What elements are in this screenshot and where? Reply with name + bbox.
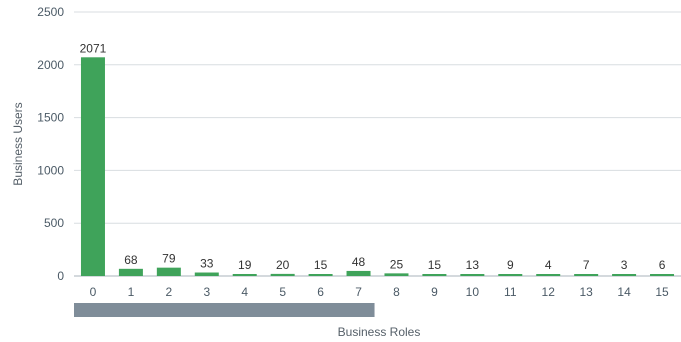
x-axis-scrollbar-thumb[interactable] bbox=[74, 303, 375, 317]
data-label-8: 25 bbox=[390, 257, 404, 271]
bar-2[interactable] bbox=[156, 267, 181, 276]
y-tick-label: 2000 bbox=[37, 58, 64, 72]
bar-14[interactable] bbox=[612, 274, 637, 276]
x-tick-label-8: 8 bbox=[393, 285, 400, 299]
x-tick-label-4: 4 bbox=[241, 285, 248, 299]
bar-15[interactable] bbox=[650, 274, 675, 276]
y-tick-label: 0 bbox=[57, 269, 64, 283]
x-axis-title: Business Roles bbox=[338, 325, 421, 339]
data-label-3: 33 bbox=[200, 257, 214, 271]
x-tick-label-0: 0 bbox=[90, 285, 97, 299]
bar-4[interactable] bbox=[232, 273, 257, 276]
data-label-11: 9 bbox=[507, 258, 514, 272]
x-tick-label-5: 5 bbox=[279, 285, 286, 299]
x-tick-label-10: 10 bbox=[466, 285, 480, 299]
x-tick-label-14: 14 bbox=[617, 285, 631, 299]
data-label-15: 6 bbox=[659, 258, 666, 272]
data-label-14: 3 bbox=[621, 258, 628, 272]
bar-8[interactable] bbox=[384, 273, 409, 276]
y-tick-label: 1500 bbox=[37, 111, 64, 125]
y-tick-label: 500 bbox=[44, 216, 64, 230]
bar-12[interactable] bbox=[536, 274, 561, 276]
x-axis-ticks: 0 1 2 3 4 5 6 7 8 9 10 11 12 13 14 15 bbox=[90, 285, 669, 299]
data-label-6: 15 bbox=[314, 258, 328, 272]
x-tick-label-12: 12 bbox=[542, 285, 556, 299]
bar-0[interactable] bbox=[80, 57, 105, 276]
x-tick-label-9: 9 bbox=[431, 285, 438, 299]
y-axis-ticks: 0 500 1000 1500 2000 2500 bbox=[37, 5, 64, 283]
data-label-1: 68 bbox=[124, 253, 138, 267]
bars bbox=[80, 57, 675, 276]
data-label-9: 15 bbox=[428, 258, 442, 272]
data-label-2: 79 bbox=[162, 252, 176, 266]
bar-10[interactable] bbox=[460, 274, 485, 276]
data-label-0: 2071 bbox=[80, 41, 107, 55]
bar-1[interactable] bbox=[118, 268, 143, 276]
bar-5[interactable] bbox=[270, 273, 295, 276]
data-label-5: 20 bbox=[276, 258, 290, 272]
data-label-4: 19 bbox=[238, 258, 252, 272]
gridlines bbox=[74, 11, 681, 224]
x-tick-label-6: 6 bbox=[317, 285, 324, 299]
bar-7[interactable] bbox=[346, 270, 371, 276]
data-labels: 2071 68 79 33 19 20 15 48 25 15 13 9 4 7 3 6 bbox=[80, 41, 666, 272]
data-label-12: 4 bbox=[545, 258, 552, 272]
x-tick-label-13: 13 bbox=[579, 285, 593, 299]
x-tick-label-15: 15 bbox=[655, 285, 669, 299]
bar-11[interactable] bbox=[498, 274, 523, 276]
x-tick-label-1: 1 bbox=[128, 285, 135, 299]
bar-9[interactable] bbox=[422, 274, 447, 276]
y-tick-label: 2500 bbox=[37, 5, 64, 19]
data-label-10: 13 bbox=[466, 258, 480, 272]
x-tick-label-11: 11 bbox=[504, 285, 517, 299]
x-tick-label-3: 3 bbox=[203, 285, 210, 299]
y-tick-label: 1000 bbox=[37, 163, 64, 177]
y-axis-title: Business Users bbox=[11, 102, 25, 185]
bar-13[interactable] bbox=[574, 274, 599, 276]
data-label-13: 7 bbox=[583, 258, 590, 272]
data-label-7: 48 bbox=[352, 255, 366, 269]
x-tick-label-2: 2 bbox=[166, 285, 173, 299]
bar-3[interactable] bbox=[194, 272, 219, 276]
x-tick-label-7: 7 bbox=[355, 285, 362, 299]
bar-6[interactable] bbox=[308, 274, 333, 276]
